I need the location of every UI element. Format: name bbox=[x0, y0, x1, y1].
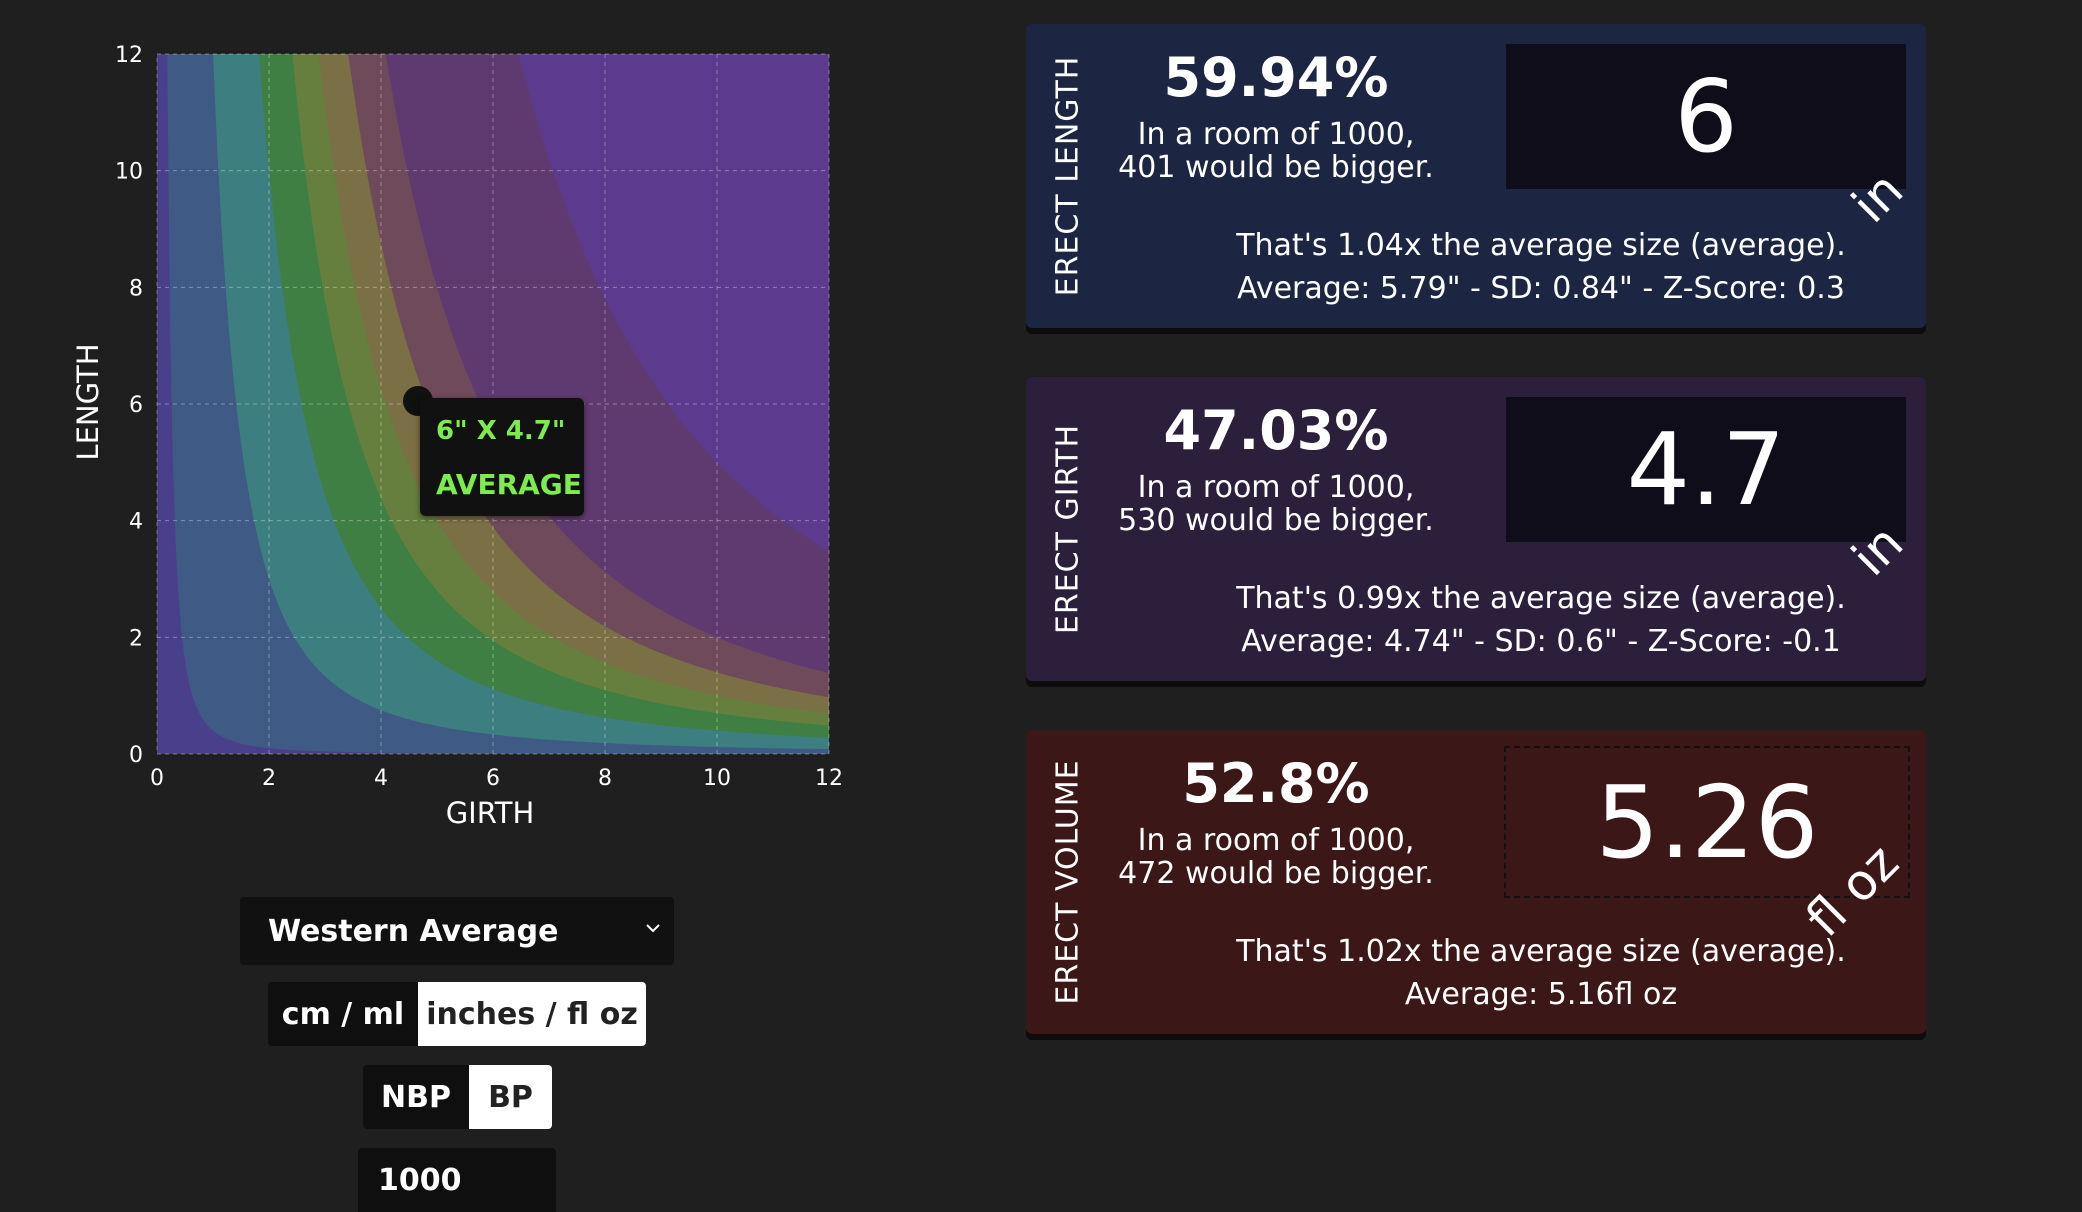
y-tick-label: 2 bbox=[129, 626, 143, 651]
y-axis-label: LENGTH bbox=[71, 343, 105, 460]
y-tick-label: 6 bbox=[129, 393, 143, 418]
x-tick-label: 6 bbox=[486, 766, 500, 791]
nbp-button[interactable]: NBP bbox=[363, 1065, 469, 1129]
data-point-tooltip: 6" X 4.7" AVERAGE bbox=[420, 398, 584, 516]
info-line-1: That's 1.04x the average size (average). bbox=[1236, 228, 1846, 263]
units-metric-button[interactable]: cm / ml bbox=[268, 982, 418, 1046]
card-label: ERECT LENGTH bbox=[1050, 55, 1086, 297]
info-line-2: Average: 5.16fl oz bbox=[1404, 977, 1678, 1012]
x-axis-ticks: 0 2 4 6 8 10 12 bbox=[150, 766, 843, 791]
y-axis-ticks: 0 2 4 6 8 10 12 bbox=[115, 43, 143, 768]
info-line-2: Average: 5.79" - SD: 0.84" - Z-Score: 0.… bbox=[1237, 271, 1845, 306]
percentile: 52.8% bbox=[1182, 752, 1370, 815]
y-tick-label: 12 bbox=[115, 43, 143, 68]
room-size-input[interactable]: 1000 bbox=[358, 1148, 556, 1212]
pressure-toggle: NBP BP bbox=[363, 1065, 552, 1129]
volume-value-display: 5.26 bbox=[1504, 746, 1910, 898]
info-text: That's 1.02x the average size (average).… bbox=[1196, 930, 1886, 1016]
x-axis-label: GIRTH bbox=[446, 796, 535, 830]
x-tick-label: 12 bbox=[815, 766, 843, 791]
y-tick-label: 10 bbox=[115, 160, 143, 185]
info-line-1: That's 0.99x the average size (average). bbox=[1236, 581, 1846, 616]
tooltip-size: 6" X 4.7" bbox=[436, 416, 566, 446]
room-text: In a room of 1000, 401 would be bigger. bbox=[1100, 118, 1452, 184]
room-line-1: In a room of 1000, bbox=[1137, 117, 1415, 152]
erect-volume-card: ERECT VOLUME 52.8% In a room of 1000, 47… bbox=[1026, 730, 1926, 1034]
chevron-down-icon bbox=[646, 924, 660, 933]
info-line-2: Average: 4.74" - SD: 0.6" - Z-Score: -0.… bbox=[1241, 624, 1841, 659]
room-line-1: In a room of 1000, bbox=[1137, 470, 1415, 505]
length-value-input[interactable]: 6 bbox=[1506, 44, 1906, 189]
percentile: 47.03% bbox=[1163, 399, 1389, 462]
room-line-1: In a room of 1000, bbox=[1137, 823, 1415, 858]
y-tick-label: 8 bbox=[129, 276, 143, 301]
card-label: ERECT GIRTH bbox=[1050, 423, 1086, 635]
room-text: In a room of 1000, 472 would be bigger. bbox=[1100, 824, 1452, 890]
erect-length-card: ERECT LENGTH 59.94% In a room of 1000, 4… bbox=[1026, 24, 1926, 328]
info-text: That's 1.04x the average size (average).… bbox=[1196, 224, 1886, 310]
room-text: In a room of 1000, 530 would be bigger. bbox=[1100, 471, 1452, 537]
band-below-average bbox=[157, 54, 829, 754]
units-imperial-button[interactable]: inches / fl oz bbox=[418, 982, 646, 1046]
room-line-2: 472 would be bigger. bbox=[1118, 856, 1434, 891]
plot-border bbox=[156, 53, 830, 755]
percentile: 59.94% bbox=[1163, 46, 1389, 109]
x-tick-label: 10 bbox=[703, 766, 731, 791]
dataset-select[interactable]: Western Average bbox=[240, 897, 674, 965]
tooltip-category: AVERAGE bbox=[436, 468, 582, 501]
info-text: That's 0.99x the average size (average).… bbox=[1196, 577, 1886, 663]
units-toggle: cm / ml inches / fl oz bbox=[268, 982, 646, 1046]
erect-girth-card: ERECT GIRTH 47.03% In a room of 1000, 53… bbox=[1026, 377, 1926, 681]
x-tick-label: 8 bbox=[598, 766, 612, 791]
y-tick-label: 4 bbox=[129, 510, 143, 535]
info-line-1: That's 1.02x the average size (average). bbox=[1236, 934, 1846, 969]
room-line-2: 401 would be bigger. bbox=[1118, 150, 1434, 185]
x-tick-label: 2 bbox=[262, 766, 276, 791]
room-line-2: 530 would be bigger. bbox=[1118, 503, 1434, 538]
x-tick-label: 4 bbox=[374, 766, 388, 791]
card-label: ERECT VOLUME bbox=[1050, 759, 1086, 1005]
dataset-select-value: Western Average bbox=[268, 913, 559, 949]
bp-button[interactable]: BP bbox=[469, 1065, 552, 1129]
band-low-average bbox=[157, 54, 829, 754]
girth-value-input[interactable]: 4.7 bbox=[1506, 397, 1906, 542]
x-tick-label: 0 bbox=[150, 766, 164, 791]
y-tick-label: 0 bbox=[129, 743, 143, 768]
